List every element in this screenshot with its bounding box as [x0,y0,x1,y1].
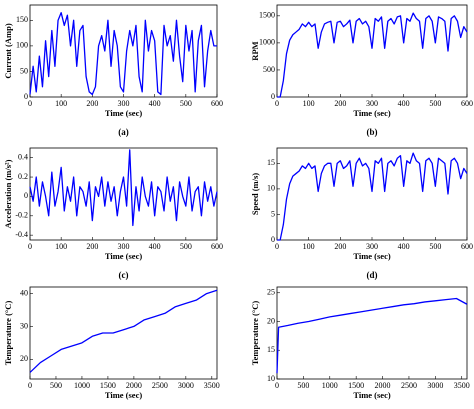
y-axis-label: RPM [250,41,260,60]
y-tick-label: 500 [263,65,275,74]
x-axis-label: Time (sec) [353,390,391,400]
x-tick-label: 2500 [152,381,168,390]
y-tick-label: 30 [20,321,28,330]
x-tick-label: 3500 [204,381,220,390]
y-axis-label: Acceleration (m/s²) [3,159,13,228]
x-tick-label: 100 [303,242,315,251]
caption: (d) [367,270,378,280]
x-tick-label: 0 [275,99,279,108]
x-tick-label: 1000 [74,381,90,390]
x-tick-label: 500 [297,381,309,390]
y-tick-label: 5 [271,209,275,218]
data-line [29,12,217,96]
y-tick-label: 25 [267,288,275,297]
x-tick-label: 2500 [401,381,417,390]
plot-frame [276,286,468,380]
x-tick-label: 300 [118,242,130,251]
x-tick-label: 600 [461,99,473,108]
x-tick-label: 1500 [348,381,364,390]
y-tick-label: 10 [267,374,275,383]
x-tick-label: 3000 [178,381,194,390]
x-tick-label: 0 [28,381,32,390]
data-line [29,289,218,373]
y-tick-label: 0 [271,235,275,244]
x-tick-label: 500 [50,381,62,390]
x-tick-label: 400 [398,242,410,251]
y-tick-label: 150 [16,15,28,24]
y-tick-label: -0.2 [15,211,28,220]
caption: (b) [367,127,378,137]
y-tick-label: -0.4 [15,230,28,239]
x-tick-label: 3000 [427,381,443,390]
data-line [276,297,468,374]
y-tick-label: 10 [267,184,275,193]
x-tick-label: 0 [275,242,279,251]
data-line [277,152,468,241]
y-axis-label: Current (Amp) [3,23,13,78]
x-tick-label: 600 [461,242,473,251]
y-tick-label: 1000 [259,38,275,47]
x-tick-label: 300 [118,99,130,108]
x-tick-label: 200 [86,242,98,251]
y-tick-label: 1500 [259,11,275,20]
y-tick-label: 50 [20,66,28,75]
x-tick-label: 200 [334,242,346,251]
y-tick-label: 15 [267,158,275,167]
x-axis-label: Time (sec) [105,390,143,400]
x-tick-label: 100 [55,99,67,108]
x-tick-label: 500 [429,242,441,251]
x-axis-label: Time (sec) [353,108,391,118]
y-axis-label: Speed (m/s) [250,173,260,215]
y-tick-label: 15 [267,345,275,354]
x-tick-label: 0 [28,99,32,108]
x-tick-label: 400 [149,242,161,251]
y-tick-label: 40 [20,288,28,297]
x-axis-label: Time (sec) [353,251,391,261]
y-tick-label: 0.2 [18,172,28,181]
x-tick-label: 100 [303,99,315,108]
x-tick-label: 600 [211,99,223,108]
x-tick-label: 1500 [100,381,116,390]
x-tick-label: 500 [429,99,441,108]
x-tick-label: 400 [149,99,161,108]
y-axis-label: Temperature (°C) [3,301,13,366]
plot-frame [29,286,218,380]
x-tick-label: 100 [55,242,67,251]
x-tick-label: 500 [180,242,192,251]
y-tick-label: 20 [267,316,275,325]
y-tick-label: 0 [24,92,28,101]
x-tick-label: 2000 [126,381,142,390]
x-tick-label: 1000 [322,381,338,390]
y-tick-label: 0.4 [18,153,28,162]
x-axis-label: Time (sec) [105,108,143,118]
x-tick-label: 500 [180,99,192,108]
y-tick-label: 0 [271,92,275,101]
x-tick-label: 3500 [454,381,470,390]
x-tick-label: 200 [86,99,98,108]
caption: (c) [119,270,129,280]
y-tick-label: 0 [24,191,28,200]
x-tick-label: 300 [366,99,378,108]
x-axis-label: Time (sec) [105,251,143,261]
y-axis-label: Temperature (°C) [250,301,260,366]
data-line [277,12,468,98]
x-tick-label: 300 [366,242,378,251]
x-tick-label: 2000 [375,381,391,390]
caption: (a) [118,127,129,137]
data-line [29,149,218,227]
y-tick-label: 20 [20,354,28,363]
x-tick-label: 0 [28,242,32,251]
x-tick-label: 0 [275,381,279,390]
x-tick-label: 600 [211,242,223,251]
x-tick-label: 400 [398,99,410,108]
x-tick-label: 200 [334,99,346,108]
y-tick-label: 100 [16,41,28,50]
